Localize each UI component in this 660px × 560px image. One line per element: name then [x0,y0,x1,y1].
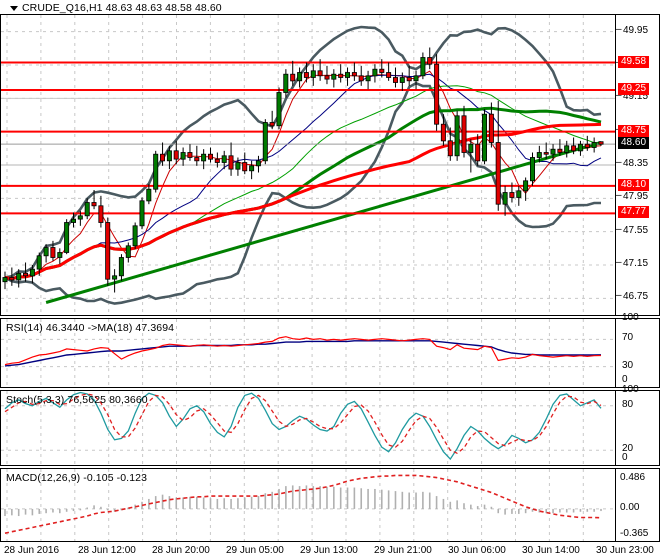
stochastic-canvas[interactable] [1,391,615,465]
symbol-ohlc-header: CRUDE_Q16,H1 48.63 48.63 48.58 48.60 [22,2,222,14]
time-axis-label: 30 Jun 23:00 [596,545,654,556]
current-price-tag[interactable]: 48.60 [618,137,650,150]
rsi-tick-label: 100 [622,312,639,323]
rsi-tick-label: 30 [622,359,634,371]
price-tick-mark: – [616,23,622,35]
rsi-canvas[interactable] [1,319,615,387]
price-tick-mark: – [616,190,622,202]
level-price-tag[interactable]: 47.77 [618,206,650,219]
level-price-tag[interactable]: 49.58 [618,55,650,68]
time-axis-label: 28 Jun 20:00 [152,545,210,556]
macd-panel[interactable] [0,468,616,542]
price-tick-label: 47.55 [623,224,649,236]
price-tick-label: 49.15 [623,91,649,103]
price-chart-panel[interactable] [0,14,616,316]
time-axis-label: 29 Jun 21:00 [374,545,432,556]
macd-tick-label: 0.486 [620,472,646,483]
price-tick-mark: – [616,223,622,235]
stochastic-tick-label: 0 [622,452,628,463]
level-price-tag[interactable]: 48.10 [618,178,650,191]
price-tick-mark: – [616,290,622,302]
rsi-axis [615,318,660,388]
price-tick-label: 49.95 [623,24,649,36]
rsi-panel[interactable] [0,318,616,388]
price-tick-label: 47.15 [623,258,649,269]
price-tick-mark: – [616,257,622,268]
stochastic-tick-label: 20 [622,443,634,455]
time-axis-label: 29 Jun 13:00 [300,545,358,556]
rsi-title: RSI(14) 46.3440 ->MA(18) 47.3694 [6,322,175,334]
macd-canvas[interactable] [1,469,615,541]
rsi-tick-label: 0 [622,374,628,385]
price-tick-label: 47.95 [623,191,649,203]
price-tick-label: 46.75 [623,291,649,303]
level-price-tag[interactable]: 49.25 [618,83,650,95]
price-tick-label: 48.35 [623,158,649,169]
stochastic-tick-label: 100 [622,384,639,395]
stochastic-title: Stoch(5,3,3) 76,5625 80,3660 [6,394,148,406]
price-chart-canvas[interactable] [1,15,615,315]
time-axis-label: 28 Jun 2016 [4,545,60,556]
macd-tick-label: 0.00 [620,501,640,513]
macd-title: MACD(12,26,9) -0.105 -0.123 [6,472,148,484]
price-tick-mark: – [616,90,622,102]
level-price-tag[interactable]: 48.75 [618,124,650,137]
rsi-tick-label: 70 [622,332,634,344]
time-axis-label: 28 Jun 12:00 [78,545,136,556]
stochastic-tick-label: 80 [622,398,634,410]
macd-tick-label: -0.365 [620,527,649,539]
stochastic-panel[interactable] [0,390,616,466]
time-axis-label: 30 Jun 06:00 [448,545,506,556]
macd-axis [615,468,660,542]
time-axis-label: 30 Jun 14:00 [522,545,580,556]
price-tick-mark: – [616,157,622,168]
caret-down-icon[interactable] [10,6,18,11]
time-axis-label: 29 Jun 05:00 [226,545,284,556]
